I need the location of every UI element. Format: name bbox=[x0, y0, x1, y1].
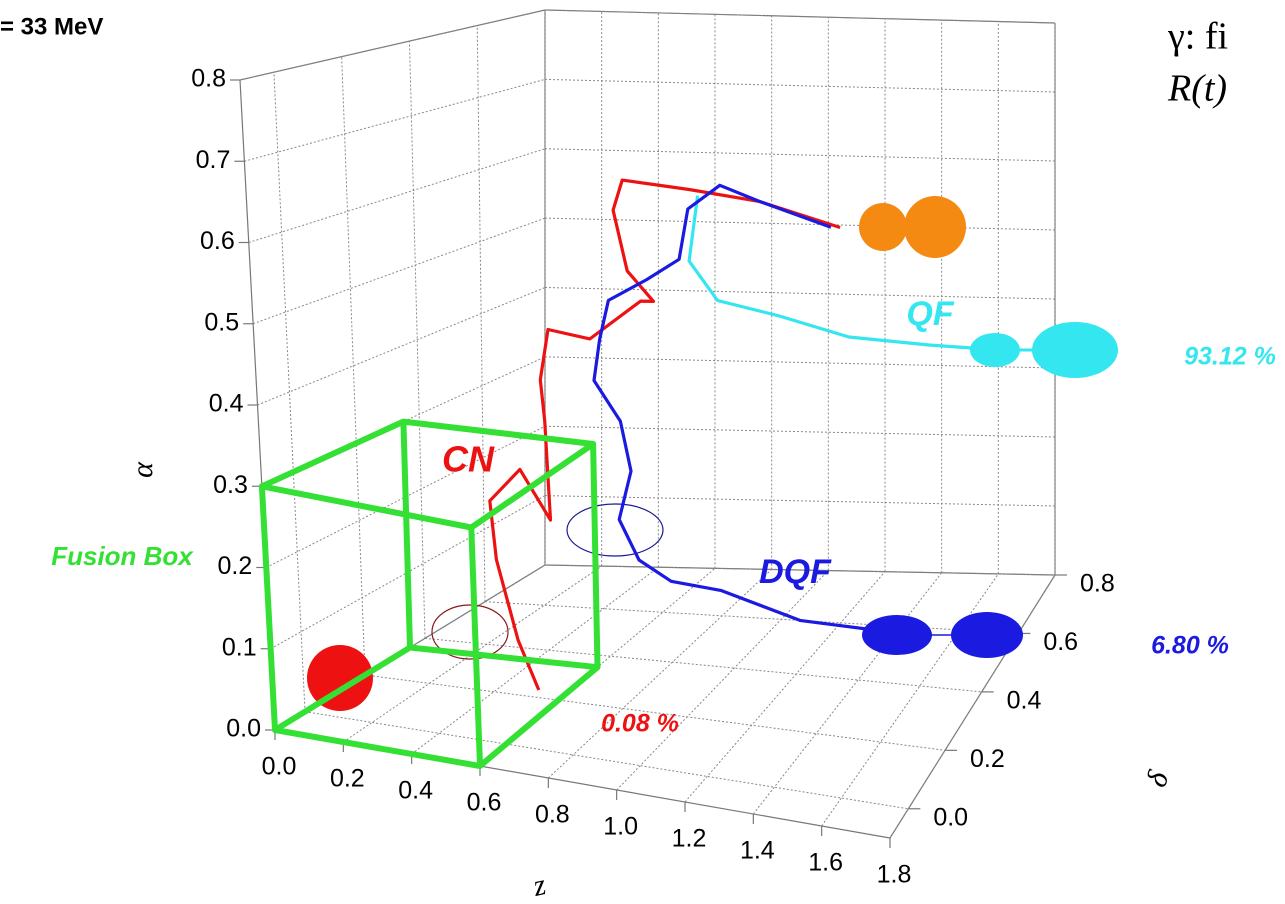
grid-line bbox=[821, 573, 999, 827]
fraction-label: 6.80 % bbox=[1151, 632, 1229, 660]
x-axis-label: z bbox=[529, 868, 549, 903]
z-tick-label: 0.3 bbox=[213, 471, 248, 499]
grid-line bbox=[411, 566, 659, 755]
x-tick-label: 1.6 bbox=[808, 849, 843, 877]
grid-line bbox=[544, 148, 1056, 162]
blue-fragment-large bbox=[951, 612, 1023, 658]
orange-fragment-large bbox=[904, 196, 966, 258]
y-tick-label: 0.4 bbox=[1007, 686, 1042, 714]
x-tick-label: 0.2 bbox=[330, 765, 365, 793]
z-tick-label: 0.1 bbox=[222, 633, 257, 661]
series-label: CN bbox=[442, 439, 495, 480]
x-tick-label: 1.4 bbox=[740, 837, 775, 865]
trajectory bbox=[592, 183, 902, 636]
y-axis-label: δ bbox=[1140, 766, 1176, 791]
x-tick-label: 1.2 bbox=[672, 825, 707, 853]
trajectory bbox=[687, 195, 974, 350]
grid-line bbox=[752, 572, 943, 815]
fusion-box-label: Fusion Box bbox=[51, 541, 194, 571]
y-tick-label: 0.0 bbox=[933, 803, 968, 831]
series-label: DQF bbox=[759, 553, 832, 591]
cyan-fragment-large bbox=[1032, 322, 1118, 378]
grid-line bbox=[341, 56, 366, 676]
grid-line bbox=[408, 41, 426, 639]
grid-line bbox=[547, 569, 773, 779]
grid-line bbox=[239, 9, 546, 81]
grid-line bbox=[424, 637, 982, 693]
grid-line bbox=[544, 78, 1056, 93]
x-tick-label: 0.4 bbox=[398, 777, 433, 805]
z-axis-label: α bbox=[126, 461, 159, 478]
grid-line bbox=[304, 711, 909, 810]
blue-fragment-small bbox=[862, 615, 932, 655]
z-tick-label: 0.5 bbox=[204, 308, 239, 336]
cyan-fragment-small bbox=[970, 333, 1020, 367]
x-tick-label: 1.8 bbox=[877, 861, 912, 889]
fraction-label: 0.08 % bbox=[601, 710, 679, 738]
grid-line bbox=[257, 287, 546, 406]
grid-line bbox=[273, 72, 306, 712]
z-tick-label: 0.0 bbox=[226, 715, 261, 743]
energy-label: = 33 MeV bbox=[0, 13, 103, 40]
red-ring bbox=[431, 604, 509, 660]
data-layer bbox=[258, 178, 974, 769]
x-tick-label: 0.6 bbox=[467, 789, 502, 817]
side-note: R(t) bbox=[1167, 68, 1227, 110]
grid-line bbox=[544, 356, 1056, 369]
orange-fragment-small bbox=[859, 203, 907, 251]
wall-edge bbox=[889, 574, 1056, 839]
grid-line bbox=[244, 78, 546, 162]
grid-line bbox=[248, 148, 546, 243]
series-label: QF bbox=[906, 295, 954, 333]
y-tick-label: 0.6 bbox=[1043, 628, 1078, 656]
grid-line bbox=[364, 674, 946, 751]
grid-line bbox=[544, 425, 1056, 438]
fragments bbox=[307, 196, 1118, 711]
x-tick-label: 0.0 bbox=[262, 753, 297, 781]
grid-line bbox=[252, 217, 546, 325]
x-tick-label: 0.8 bbox=[535, 801, 570, 829]
fusion-box bbox=[258, 418, 601, 769]
x-tick-label: 1.0 bbox=[603, 813, 638, 841]
grid-line bbox=[684, 571, 886, 803]
z-tick-label: 0.7 bbox=[196, 146, 231, 174]
grid-line bbox=[544, 9, 1056, 24]
y-tick-label: 0.2 bbox=[970, 745, 1005, 773]
red-nucleus bbox=[307, 645, 373, 711]
z-tick-label: 0.4 bbox=[209, 390, 244, 418]
z-tick-label: 0.2 bbox=[217, 552, 252, 580]
grid-line bbox=[544, 217, 1056, 231]
grid-line bbox=[484, 601, 1019, 634]
grid-line bbox=[544, 564, 1056, 576]
grid-line bbox=[616, 570, 829, 791]
fraction-label: 93.12 % bbox=[1184, 343, 1276, 371]
grid-line bbox=[544, 495, 1056, 507]
z-tick-label: 0.6 bbox=[200, 227, 235, 255]
blue-ring bbox=[566, 503, 664, 557]
z-tick-label: 0.8 bbox=[191, 65, 226, 93]
side-note: γ: fi bbox=[1167, 16, 1228, 58]
y-tick-label: 0.8 bbox=[1080, 570, 1115, 598]
